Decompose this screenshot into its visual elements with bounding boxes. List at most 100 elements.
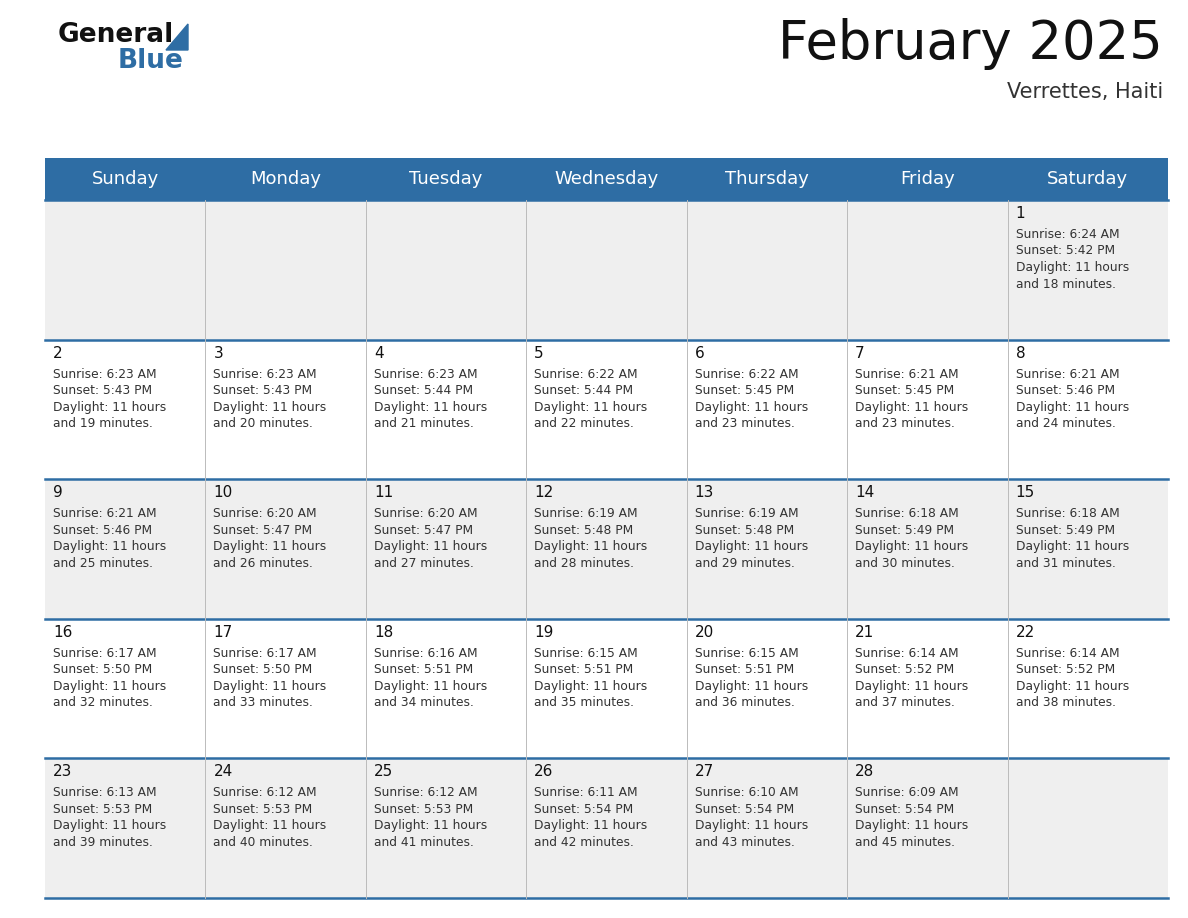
Text: and 35 minutes.: and 35 minutes.	[535, 696, 634, 710]
Text: and 24 minutes.: and 24 minutes.	[1016, 417, 1116, 431]
Text: and 29 minutes.: and 29 minutes.	[695, 556, 795, 570]
Text: 2: 2	[53, 345, 63, 361]
Bar	[45, 158, 206, 200]
Text: Sunrise: 6:24 AM: Sunrise: 6:24 AM	[1016, 228, 1119, 241]
Text: 23: 23	[53, 765, 72, 779]
Text: 13: 13	[695, 486, 714, 500]
Text: Sunrise: 6:20 AM: Sunrise: 6:20 AM	[374, 508, 478, 521]
Text: 1: 1	[1016, 206, 1025, 221]
Text: and 27 minutes.: and 27 minutes.	[374, 556, 474, 570]
Text: 7: 7	[855, 345, 865, 361]
Text: 21: 21	[855, 625, 874, 640]
Text: 12: 12	[535, 486, 554, 500]
Text: 18: 18	[374, 625, 393, 640]
Text: Sunset: 5:46 PM: Sunset: 5:46 PM	[1016, 384, 1114, 397]
Bar	[526, 158, 687, 200]
Text: Sunrise: 6:09 AM: Sunrise: 6:09 AM	[855, 787, 959, 800]
Text: 9: 9	[53, 486, 63, 500]
Text: and 38 minutes.: and 38 minutes.	[1016, 696, 1116, 710]
Text: and 19 minutes.: and 19 minutes.	[53, 417, 153, 431]
Text: Friday: Friday	[901, 170, 955, 188]
Text: Sunset: 5:53 PM: Sunset: 5:53 PM	[53, 803, 152, 816]
Text: Sunset: 5:54 PM: Sunset: 5:54 PM	[535, 803, 633, 816]
Bar	[366, 158, 526, 200]
Text: Sunrise: 6:21 AM: Sunrise: 6:21 AM	[53, 508, 157, 521]
Text: Sunset: 5:49 PM: Sunset: 5:49 PM	[1016, 523, 1114, 537]
Text: Sunrise: 6:19 AM: Sunrise: 6:19 AM	[695, 508, 798, 521]
Text: Sunset: 5:44 PM: Sunset: 5:44 PM	[374, 384, 473, 397]
Bar	[847, 158, 1007, 200]
Text: and 39 minutes.: and 39 minutes.	[53, 836, 153, 849]
Text: Sunrise: 6:14 AM: Sunrise: 6:14 AM	[855, 647, 959, 660]
Text: Sunrise: 6:21 AM: Sunrise: 6:21 AM	[1016, 367, 1119, 381]
Text: Sunset: 5:42 PM: Sunset: 5:42 PM	[1016, 244, 1114, 258]
Text: Daylight: 11 hours: Daylight: 11 hours	[535, 540, 647, 554]
Text: Daylight: 11 hours: Daylight: 11 hours	[535, 680, 647, 693]
Text: and 36 minutes.: and 36 minutes.	[695, 696, 795, 710]
Text: Daylight: 11 hours: Daylight: 11 hours	[214, 820, 327, 833]
Text: Sunset: 5:53 PM: Sunset: 5:53 PM	[214, 803, 312, 816]
Text: and 41 minutes.: and 41 minutes.	[374, 836, 474, 849]
Text: 6: 6	[695, 345, 704, 361]
Text: Sunrise: 6:18 AM: Sunrise: 6:18 AM	[1016, 508, 1119, 521]
Text: Blue: Blue	[118, 48, 184, 74]
Text: Daylight: 11 hours: Daylight: 11 hours	[695, 820, 808, 833]
Bar	[45, 758, 1168, 898]
Text: and 42 minutes.: and 42 minutes.	[535, 836, 634, 849]
Text: Sunset: 5:52 PM: Sunset: 5:52 PM	[1016, 664, 1114, 677]
Text: Sunrise: 6:12 AM: Sunrise: 6:12 AM	[374, 787, 478, 800]
Text: Sunset: 5:51 PM: Sunset: 5:51 PM	[535, 664, 633, 677]
Text: Sunset: 5:54 PM: Sunset: 5:54 PM	[695, 803, 794, 816]
Text: 11: 11	[374, 486, 393, 500]
Bar	[45, 200, 1168, 340]
Text: and 25 minutes.: and 25 minutes.	[53, 556, 153, 570]
Text: Sunset: 5:45 PM: Sunset: 5:45 PM	[855, 384, 954, 397]
Text: Sunset: 5:52 PM: Sunset: 5:52 PM	[855, 664, 954, 677]
Text: Sunset: 5:49 PM: Sunset: 5:49 PM	[855, 523, 954, 537]
Text: Sunset: 5:47 PM: Sunset: 5:47 PM	[374, 523, 473, 537]
Text: Sunrise: 6:12 AM: Sunrise: 6:12 AM	[214, 787, 317, 800]
Text: Sunrise: 6:23 AM: Sunrise: 6:23 AM	[53, 367, 157, 381]
Text: Sunrise: 6:19 AM: Sunrise: 6:19 AM	[535, 508, 638, 521]
Text: Sunset: 5:43 PM: Sunset: 5:43 PM	[214, 384, 312, 397]
Text: Daylight: 11 hours: Daylight: 11 hours	[1016, 400, 1129, 414]
Text: Sunset: 5:43 PM: Sunset: 5:43 PM	[53, 384, 152, 397]
Text: Sunrise: 6:11 AM: Sunrise: 6:11 AM	[535, 787, 638, 800]
Text: Sunset: 5:47 PM: Sunset: 5:47 PM	[214, 523, 312, 537]
Text: Daylight: 11 hours: Daylight: 11 hours	[53, 540, 166, 554]
Text: 3: 3	[214, 345, 223, 361]
Text: Sunset: 5:53 PM: Sunset: 5:53 PM	[374, 803, 473, 816]
Text: and 26 minutes.: and 26 minutes.	[214, 556, 314, 570]
Text: 4: 4	[374, 345, 384, 361]
Text: Daylight: 11 hours: Daylight: 11 hours	[1016, 261, 1129, 274]
Text: Sunrise: 6:16 AM: Sunrise: 6:16 AM	[374, 647, 478, 660]
Text: Sunset: 5:46 PM: Sunset: 5:46 PM	[53, 523, 152, 537]
Text: Daylight: 11 hours: Daylight: 11 hours	[1016, 680, 1129, 693]
Bar	[45, 619, 1168, 758]
Text: 16: 16	[53, 625, 72, 640]
Text: Sunrise: 6:23 AM: Sunrise: 6:23 AM	[374, 367, 478, 381]
Text: Sunset: 5:48 PM: Sunset: 5:48 PM	[695, 523, 794, 537]
Text: Daylight: 11 hours: Daylight: 11 hours	[1016, 540, 1129, 554]
Text: Daylight: 11 hours: Daylight: 11 hours	[214, 400, 327, 414]
Text: Tuesday: Tuesday	[410, 170, 482, 188]
Text: Saturday: Saturday	[1048, 170, 1129, 188]
Text: Daylight: 11 hours: Daylight: 11 hours	[695, 400, 808, 414]
Text: Monday: Monday	[251, 170, 321, 188]
Text: General: General	[58, 22, 175, 48]
Text: Daylight: 11 hours: Daylight: 11 hours	[695, 540, 808, 554]
Text: Sunrise: 6:15 AM: Sunrise: 6:15 AM	[535, 647, 638, 660]
Text: 8: 8	[1016, 345, 1025, 361]
Text: 22: 22	[1016, 625, 1035, 640]
Text: 17: 17	[214, 625, 233, 640]
Text: Daylight: 11 hours: Daylight: 11 hours	[374, 540, 487, 554]
Bar	[45, 340, 1168, 479]
Text: 27: 27	[695, 765, 714, 779]
Text: 14: 14	[855, 486, 874, 500]
Text: and 23 minutes.: and 23 minutes.	[855, 417, 955, 431]
Text: Daylight: 11 hours: Daylight: 11 hours	[535, 820, 647, 833]
Text: 28: 28	[855, 765, 874, 779]
Text: Sunset: 5:51 PM: Sunset: 5:51 PM	[695, 664, 794, 677]
Text: Daylight: 11 hours: Daylight: 11 hours	[855, 400, 968, 414]
Bar	[687, 158, 847, 200]
